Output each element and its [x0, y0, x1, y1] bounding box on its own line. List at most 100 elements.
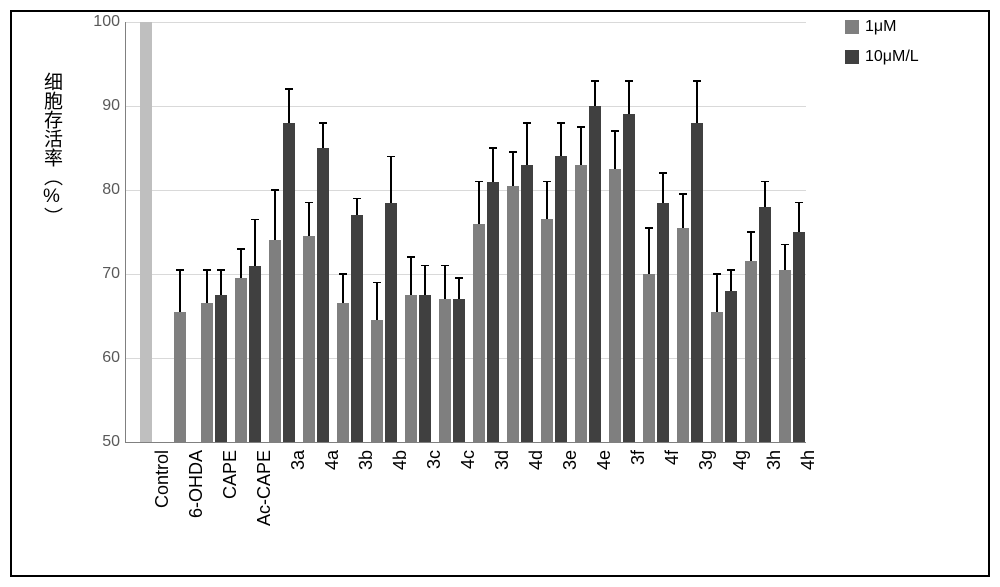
bar — [793, 232, 805, 442]
bar — [657, 203, 669, 442]
error-whisker — [179, 270, 181, 312]
bar — [385, 203, 397, 442]
error-whisker — [546, 182, 548, 220]
error-whisker — [492, 148, 494, 182]
error-cap — [795, 202, 803, 204]
xtick-label: CAPE — [220, 450, 241, 499]
error-cap — [781, 244, 789, 246]
legend-swatch — [845, 20, 859, 34]
error-cap — [523, 122, 531, 124]
error-whisker — [356, 198, 358, 215]
error-cap — [713, 273, 721, 275]
error-cap — [577, 126, 585, 128]
bar — [439, 299, 451, 442]
error-cap — [645, 227, 653, 229]
xtick-label: 3a — [288, 450, 309, 470]
error-cap — [373, 282, 381, 284]
bar — [283, 123, 295, 442]
bar — [201, 303, 213, 442]
xtick-label: 3e — [560, 450, 581, 470]
legend: 1μM10μM/L — [845, 18, 919, 78]
ytick-label: 70 — [102, 265, 126, 283]
error-whisker — [254, 219, 256, 265]
error-whisker — [526, 123, 528, 165]
error-cap — [543, 181, 551, 183]
error-whisker — [376, 282, 378, 320]
bar — [745, 261, 757, 442]
ytick-label: 100 — [93, 13, 126, 31]
bar — [589, 106, 601, 442]
bar — [711, 312, 723, 442]
error-cap — [319, 122, 327, 124]
error-cap — [679, 193, 687, 195]
xtick-label: 3d — [492, 450, 513, 470]
error-cap — [747, 231, 755, 233]
xtick-label: 3h — [764, 450, 785, 470]
error-cap — [693, 80, 701, 82]
ytick-label: 60 — [102, 349, 126, 367]
xtick-label: 4d — [526, 450, 547, 470]
yaxis-title: 细胞存活率（%） — [38, 72, 65, 226]
error-cap — [761, 181, 769, 183]
error-cap — [251, 219, 259, 221]
error-whisker — [308, 203, 310, 237]
ytick-label: 80 — [102, 181, 126, 199]
bar — [249, 266, 261, 442]
bar — [555, 156, 567, 442]
xtick-label: 3c — [424, 450, 445, 469]
error-cap — [475, 181, 483, 183]
plot-area: 5060708090100 Control6-OHDACAPEAc-CAPE3a… — [125, 22, 806, 443]
xtick-label: 4g — [730, 450, 751, 470]
error-whisker — [458, 278, 460, 299]
legend-item: 1μM — [845, 18, 919, 36]
error-cap — [237, 248, 245, 250]
error-whisker — [560, 123, 562, 157]
bar — [725, 291, 737, 442]
xtick-label: 4c — [458, 450, 479, 469]
xtick-label: 4h — [798, 450, 819, 470]
error-whisker — [784, 245, 786, 270]
error-whisker — [764, 182, 766, 207]
bar — [541, 219, 553, 442]
error-cap — [203, 269, 211, 271]
xtick-label: 3g — [696, 450, 717, 470]
error-whisker — [390, 156, 392, 202]
xtick-label: 4e — [594, 450, 615, 470]
error-cap — [305, 202, 313, 204]
bar — [759, 207, 771, 442]
bars-layer — [126, 22, 806, 442]
error-cap — [727, 269, 735, 271]
bar — [174, 312, 186, 442]
bar — [779, 270, 791, 442]
legend-swatch — [845, 50, 859, 64]
error-whisker — [580, 127, 582, 165]
error-cap — [611, 130, 619, 132]
bar — [317, 148, 329, 442]
bar — [643, 274, 655, 442]
bar — [405, 295, 417, 442]
error-cap — [217, 269, 225, 271]
error-cap — [557, 122, 565, 124]
error-cap — [659, 172, 667, 174]
error-whisker — [614, 131, 616, 169]
bar — [609, 169, 621, 442]
error-whisker — [410, 257, 412, 295]
error-cap — [591, 80, 599, 82]
error-whisker — [682, 194, 684, 228]
error-cap — [176, 269, 184, 271]
bar — [371, 320, 383, 442]
error-whisker — [648, 228, 650, 274]
xtick-label: 4a — [322, 450, 343, 470]
xtick-label: 3b — [356, 450, 377, 470]
error-whisker — [696, 81, 698, 123]
error-cap — [387, 156, 395, 158]
bar — [575, 165, 587, 442]
error-whisker — [716, 274, 718, 312]
xtick-label: Ac-CAPE — [254, 450, 275, 526]
ytick-label: 90 — [102, 97, 126, 115]
bar — [337, 303, 349, 442]
error-whisker — [342, 274, 344, 303]
bar — [623, 114, 635, 442]
error-whisker — [424, 266, 426, 295]
xtick-label: 4f — [662, 450, 683, 465]
